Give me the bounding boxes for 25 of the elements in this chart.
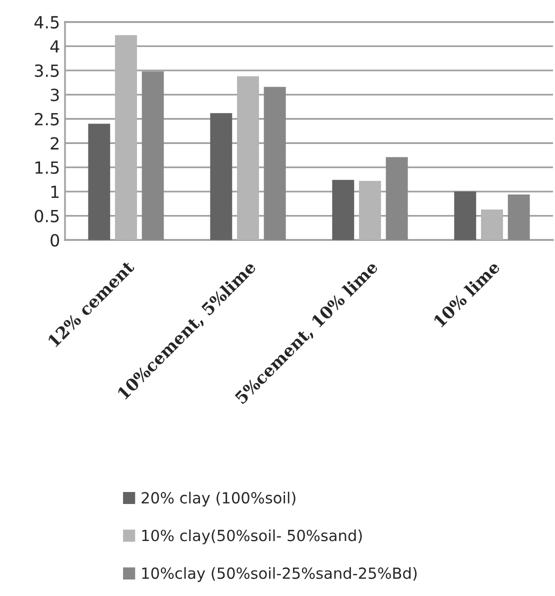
bar — [142, 71, 164, 240]
bar — [88, 124, 110, 240]
y-tick-label: 0 — [50, 234, 60, 247]
bar — [210, 113, 232, 240]
bar — [332, 180, 354, 240]
bar — [386, 157, 408, 240]
bar — [454, 192, 476, 240]
y-tick-label: 2.5 — [34, 112, 59, 126]
y-tick-label: 1.5 — [35, 162, 59, 174]
legend-label: 10% clay(50%soil- 50%sand) — [142, 529, 362, 544]
bar — [508, 194, 530, 240]
legend-label: 20% clay (100%soil) — [142, 492, 296, 507]
bar — [237, 76, 259, 240]
y-tick-label: 3 — [50, 88, 59, 102]
y-tick-label: 3.5 — [34, 64, 59, 78]
bar — [264, 86, 286, 240]
bar — [481, 209, 503, 240]
bar — [359, 180, 381, 240]
y-tick-label: 1 — [51, 186, 59, 198]
y-tick-label: 0.5 — [34, 210, 59, 222]
y-tick-label: 2 — [50, 137, 58, 150]
legend-label: 10%clay (50%soil-25%sand-25%Bd) — [142, 567, 417, 582]
y-tick-label: 4 — [50, 40, 60, 53]
bar — [115, 35, 137, 240]
y-tick-label: 4.5 — [34, 16, 59, 29]
